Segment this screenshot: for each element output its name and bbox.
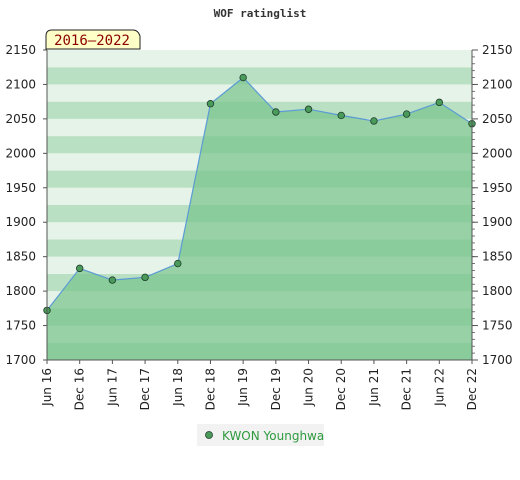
data-point — [141, 273, 149, 282]
x-tick-label: Dec 18 — [203, 368, 217, 410]
data-point — [435, 98, 444, 107]
x-tick-label: Dec 20 — [334, 368, 348, 410]
chart-title: WOF ratinglist — [214, 7, 307, 20]
y-tick-label-right: 1950 — [482, 181, 513, 195]
y-tick-label-left: 2100 — [5, 77, 36, 91]
x-tick-label: Jun 17 — [105, 368, 119, 407]
data-point — [206, 100, 215, 108]
x-tick-label: Jun 22 — [432, 368, 446, 407]
y-axis-left-ticks: 1700 1750 1800 1850 1900 1950 2000 2050 2100 2150 — [5, 43, 47, 367]
x-tick-label: Jun 18 — [171, 368, 185, 407]
data-point — [337, 111, 345, 120]
background-band — [47, 67, 472, 85]
data-point — [370, 117, 378, 125]
y-tick-label-left: 2050 — [5, 112, 36, 126]
background-band — [47, 84, 472, 102]
data-point — [402, 110, 411, 118]
y-tick-label-right: 2050 — [482, 112, 513, 126]
data-point — [174, 259, 182, 268]
rating-markers — [43, 73, 476, 315]
y-tick-label-left: 1850 — [5, 250, 36, 264]
y-tick-label-left: 2000 — [5, 146, 36, 160]
x-tick-label: Dec 17 — [138, 368, 152, 410]
x-tick-label: Dec 16 — [73, 368, 87, 410]
x-tick-label: Dec 21 — [400, 368, 414, 410]
x-tick-label: Dec 22 — [465, 368, 479, 410]
legend: KWON Younghwa — [197, 424, 324, 446]
y-tick-label-left: 1950 — [5, 181, 36, 195]
y-tick-label-right: 1800 — [482, 284, 513, 298]
y-tick-label-right: 1900 — [482, 215, 513, 229]
data-point — [304, 105, 313, 113]
y-tick-label-left: 2150 — [5, 43, 36, 57]
legend-label: KWON Younghwa — [222, 429, 324, 443]
data-point — [272, 108, 280, 116]
y-tick-label-right: 1750 — [482, 319, 513, 333]
y-tick-label-right: 2000 — [482, 146, 513, 160]
y-tick-label-right: 2150 — [482, 43, 513, 57]
period-badge: 2016–2022 — [45, 29, 141, 50]
x-tick-label: Jun 19 — [236, 368, 250, 407]
background-band — [47, 50, 472, 68]
legend-marker — [205, 431, 213, 439]
x-tick-label: Jun 16 — [40, 368, 54, 407]
y-tick-label-left: 1700 — [5, 353, 36, 367]
y-tick-label-right: 1850 — [482, 250, 513, 264]
data-point — [108, 276, 117, 284]
x-axis-ticks: Jun 16 Dec 16 Jun 17 Dec 17 Jun 18 Dec 18 Jun … — [40, 360, 479, 410]
y-tick-label-left: 1900 — [5, 215, 36, 229]
rating-area — [47, 77, 472, 360]
period-label: 2016–2022 — [54, 33, 130, 49]
x-tick-label: Jun 20 — [302, 368, 316, 407]
x-tick-label: Dec 19 — [269, 368, 283, 410]
y-tick-label-right: 2100 — [482, 77, 513, 91]
data-point — [75, 264, 84, 273]
y-axis-right-ticks: 1700 1750 1800 1850 1900 1950 2000 2050 2100 2150 — [472, 43, 513, 367]
rating-line — [46, 76, 473, 311]
x-tick-label: Jun 21 — [367, 368, 381, 407]
y-tick-label-right: 1700 — [482, 353, 513, 367]
data-point — [239, 73, 247, 82]
y-tick-label-left: 1800 — [5, 284, 36, 298]
y-tick-label-left: 1750 — [5, 319, 36, 333]
